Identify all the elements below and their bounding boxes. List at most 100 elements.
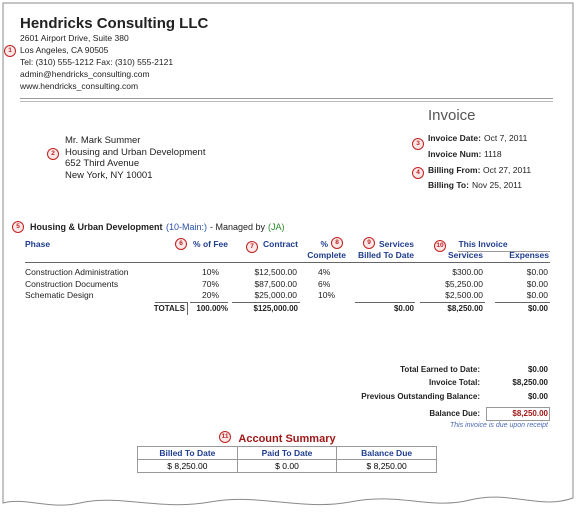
account-header: Paid To Date xyxy=(236,446,338,460)
totals-cell: $8,250.00 xyxy=(447,304,483,313)
cell: $300.00 xyxy=(452,267,483,277)
cell: 4% xyxy=(318,267,331,277)
callout-marker: 7 xyxy=(246,241,258,253)
totals-rule xyxy=(420,302,485,303)
header-rule xyxy=(25,262,550,263)
column-header: Phase xyxy=(25,239,51,249)
cell: $2,500.00 xyxy=(445,290,483,300)
invoice-field-value: 1118 xyxy=(484,149,502,159)
cell: $25,000.00 xyxy=(254,290,297,300)
column-header: Expenses xyxy=(509,250,549,260)
cell: $5,250.00 xyxy=(445,278,483,289)
summary-value: $0.00 xyxy=(527,365,548,374)
totals-rule xyxy=(232,302,300,303)
summary-value: $0.00 xyxy=(527,392,548,401)
account-header: Billed To Date xyxy=(137,446,238,460)
account-value: $ 8,250.00 xyxy=(336,459,437,473)
invoice-title: Invoice xyxy=(428,107,476,124)
cell: 10% xyxy=(201,267,219,277)
invoice-field-value: Oct 27, 2011 xyxy=(483,165,532,175)
company-address: admin@hendricks_consulting.com xyxy=(20,69,150,79)
callout-marker: 10 xyxy=(434,240,446,252)
divider xyxy=(20,101,553,102)
recipient-line: New York, NY 10001 xyxy=(65,169,153,181)
summary-value: $8,250.00 xyxy=(512,378,548,387)
invoice-field-label: Billing To: xyxy=(428,180,469,190)
column-header: Services xyxy=(448,250,483,260)
callout-marker: 4 xyxy=(412,167,424,179)
recipient-line: 652 Third Avenue xyxy=(65,158,140,169)
cell: $12,500.00 xyxy=(254,267,297,277)
account-value: $ 0.00 xyxy=(236,459,338,473)
account-value-row: $ 8,250.00 $ 0.00 $ 8,250.00 xyxy=(137,459,437,473)
column-header: Contract xyxy=(263,239,298,249)
totals-cell: $0.00 xyxy=(393,304,414,313)
phase-name: Construction Documents xyxy=(25,278,119,289)
callout-marker: 3 xyxy=(412,138,424,150)
balance-box xyxy=(486,407,550,421)
column-header: % xyxy=(320,239,328,249)
cell: 6% xyxy=(318,278,331,289)
column-header: Billed To Date xyxy=(357,250,414,260)
callout-marker: 8 xyxy=(331,237,343,249)
project-code: (10-Main:) xyxy=(166,222,208,232)
callout-marker: 5 xyxy=(12,221,24,233)
callout-marker: 2 xyxy=(47,148,59,160)
invoice-field-label: Billing From: xyxy=(428,165,481,175)
company-address: www.hendricks_consulting.com xyxy=(20,81,139,91)
totals-cell: $0.00 xyxy=(527,304,548,313)
column-header: Services xyxy=(379,239,414,249)
totals-divider xyxy=(187,302,188,315)
summary-label: Previous Outstanding Balance: xyxy=(361,392,480,401)
summary-value: $8,250.00 xyxy=(512,409,548,418)
cell: 10% xyxy=(318,290,336,300)
cell: $87,500.00 xyxy=(254,278,297,289)
invoice-field-label: Invoice Num: xyxy=(428,149,482,159)
callout-marker: 11 xyxy=(219,431,231,443)
totals-label: TOTALS xyxy=(153,304,185,313)
account-header: Balance Due xyxy=(336,446,437,460)
cell: $0.00 xyxy=(526,290,548,300)
column-header: % of Fee xyxy=(193,239,228,249)
company-name: Hendricks Consulting LLC xyxy=(20,15,209,32)
summary-note: This invoice is due upon receipt xyxy=(449,422,548,429)
company-address: Tel: (310) 555-1212 Fax: (310) 555-2121 xyxy=(20,57,174,67)
totals-cell: $125,000.00 xyxy=(253,304,299,313)
recipient-line: Mr. Mark Summer xyxy=(65,135,141,146)
invoice-field-label: Invoice Date: xyxy=(428,133,481,143)
totals-cell: 100.00% xyxy=(196,304,228,313)
company-address: Los Angeles, CA 90505 xyxy=(20,45,109,55)
company-address: 2601 Airport Drive, Suite 380 xyxy=(20,33,129,43)
cell: $0.00 xyxy=(526,278,548,289)
cell: 20% xyxy=(201,290,219,300)
totals-rule xyxy=(355,302,415,303)
totals-rule xyxy=(495,302,550,303)
column-header: Complete xyxy=(307,250,346,260)
invoice-field-value: Nov 25, 2011 xyxy=(472,180,522,190)
cell: $0.00 xyxy=(526,267,548,277)
divider xyxy=(20,98,553,99)
callout-marker: 9 xyxy=(363,237,375,249)
group-rule xyxy=(458,251,550,252)
summary-label: Total Earned to Date: xyxy=(400,365,480,374)
summary-label: Invoice Total: xyxy=(429,378,480,387)
project-managed-by: - Managed by xyxy=(210,222,266,232)
account-value: $ 8,250.00 xyxy=(137,459,238,473)
totals-rule xyxy=(190,302,228,303)
callout-marker: 6 xyxy=(175,238,187,250)
cell: 70% xyxy=(201,278,219,289)
account-summary-title: Account Summary xyxy=(238,433,336,445)
project-manager: (JA) xyxy=(268,222,285,232)
account-summary-table: Billed To Date Paid To Date Balance Due … xyxy=(137,446,437,473)
recipient-line: Housing and Urban Development xyxy=(65,146,206,158)
column-header: This Invoice xyxy=(458,239,508,249)
project-name: Housing & Urban Development xyxy=(30,222,163,232)
account-header-row: Billed To Date Paid To Date Balance Due xyxy=(137,446,437,460)
invoice-field-value: Oct 7, 2011 xyxy=(484,133,528,143)
totals-rule xyxy=(155,302,187,303)
summary-label: Balance Due: xyxy=(429,409,480,418)
phase-name: Schematic Design xyxy=(25,290,94,300)
callout-marker: 1 xyxy=(4,45,16,57)
